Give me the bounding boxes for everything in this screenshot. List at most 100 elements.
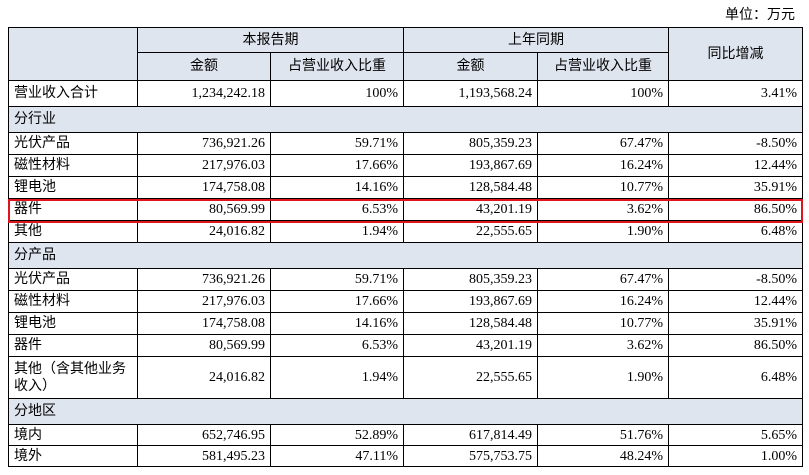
header-cell bbox=[8, 27, 138, 81]
value-cell: 217,976.03 bbox=[137, 290, 271, 313]
row-label: 光伏产品 bbox=[8, 268, 138, 291]
table-row: 锂电池 174,758.08 14.16% 128,584.48 10.77% 35.91… bbox=[8, 176, 803, 199]
value-cell: 128,584.48 bbox=[403, 176, 538, 199]
value-cell: 16.24% bbox=[537, 154, 669, 177]
value-cell: 59.71% bbox=[270, 268, 404, 291]
row-label: 锂电池 bbox=[8, 176, 138, 199]
header-cell: 占营业收入比重 bbox=[270, 52, 404, 81]
row-label: 境内 bbox=[8, 424, 138, 446]
table-row: 境外 581,495.23 47.11% 575,753.75 48.24% 1.00% bbox=[8, 445, 803, 467]
value-cell: 736,921.26 bbox=[137, 268, 271, 291]
value-cell: 59.71% bbox=[270, 132, 404, 155]
value-cell: 6.48% bbox=[668, 220, 803, 243]
value-cell: 1.94% bbox=[270, 356, 404, 399]
row-label: 磁性材料 bbox=[8, 154, 138, 177]
value-cell: 67.47% bbox=[537, 132, 669, 155]
value-cell: 217,976.03 bbox=[137, 154, 271, 177]
value-cell: 35.91% bbox=[668, 312, 803, 335]
value-cell: 6.53% bbox=[270, 198, 404, 221]
table-body: 本报告期 上年同期 同比增减 金额 占营业收入比重 金额 占营业收入比重 营业收… bbox=[8, 27, 803, 467]
table-row: 锂电池 174,758.08 14.16% 128,584.48 10.77% 35.91… bbox=[8, 312, 803, 335]
value-cell: 80,569.99 bbox=[137, 198, 271, 221]
table-row: 其他 24,016.82 1.94% 22,555.65 1.90% 6.48% bbox=[8, 220, 803, 243]
value-cell: 22,555.65 bbox=[403, 220, 538, 243]
value-cell: 581,495.23 bbox=[137, 445, 271, 467]
value-cell: 1,234,242.18 bbox=[137, 80, 271, 107]
table-row: 分行业 bbox=[8, 106, 803, 133]
value-cell: 80,569.99 bbox=[137, 334, 271, 357]
value-cell: 1.94% bbox=[270, 220, 404, 243]
value-cell: 86.50% bbox=[668, 198, 803, 221]
value-cell: 52.89% bbox=[270, 424, 404, 446]
value-cell: 575,753.75 bbox=[403, 445, 538, 467]
value-cell: 17.66% bbox=[270, 154, 404, 177]
value-cell: 193,867.69 bbox=[403, 154, 538, 177]
table-row: 分产品 bbox=[8, 242, 803, 269]
table-row: 器件 80,569.99 6.53% 43,201.19 3.62% 86.50% bbox=[8, 198, 803, 221]
value-cell: 3.62% bbox=[537, 334, 669, 357]
value-cell: 100% bbox=[537, 80, 669, 107]
value-cell: 1.90% bbox=[537, 220, 669, 243]
value-cell: 3.41% bbox=[668, 80, 803, 107]
table-row: 境内 652,746.95 52.89% 617,814.49 51.76% 5.65% bbox=[8, 424, 803, 446]
row-label: 磁性材料 bbox=[8, 290, 138, 313]
value-cell: 43,201.19 bbox=[403, 198, 538, 221]
table-row: 器件 80,569.99 6.53% 43,201.19 3.62% 86.50% bbox=[8, 334, 803, 357]
value-cell: 16.24% bbox=[537, 290, 669, 313]
value-cell: 24,016.82 bbox=[137, 220, 271, 243]
value-cell: 617,814.49 bbox=[403, 424, 538, 446]
value-cell: 1.00% bbox=[668, 445, 803, 467]
value-cell: 193,867.69 bbox=[403, 290, 538, 313]
unit-label: 单位：万元 bbox=[725, 8, 795, 23]
value-cell: 67.47% bbox=[537, 268, 669, 291]
table-row: 分地区 bbox=[8, 398, 803, 425]
value-cell: 12.44% bbox=[668, 154, 803, 177]
table-row: 磁性材料 217,976.03 17.66% 193,867.69 16.24% 12.4… bbox=[8, 154, 803, 177]
value-cell: 12.44% bbox=[668, 290, 803, 313]
value-cell: 3.62% bbox=[537, 198, 669, 221]
value-cell: 1.90% bbox=[537, 356, 669, 399]
value-cell: 128,584.48 bbox=[403, 312, 538, 335]
value-cell: 5.65% bbox=[668, 424, 803, 446]
value-cell: -8.50% bbox=[668, 132, 803, 155]
value-cell: 17.66% bbox=[270, 290, 404, 313]
table-row: 磁性材料 217,976.03 17.66% 193,867.69 16.24% 12.4… bbox=[8, 290, 803, 313]
value-cell: 6.48% bbox=[668, 356, 803, 399]
header-cell: 金额 bbox=[403, 52, 538, 81]
row-label: 其他 bbox=[8, 220, 138, 243]
value-cell: 51.76% bbox=[537, 424, 669, 446]
table-row: 其他（含其他业务收入） 24,016.82 1.94% 22,555.65 1.90% 6… bbox=[8, 356, 803, 399]
row-label: 锂电池 bbox=[8, 312, 138, 335]
value-cell: 14.16% bbox=[270, 312, 404, 335]
value-cell: -8.50% bbox=[668, 268, 803, 291]
row-label: 光伏产品 bbox=[8, 132, 138, 155]
table-row: 光伏产品 736,921.26 59.71% 805,359.23 67.47% -8.5… bbox=[8, 132, 803, 155]
table-row: 营业收入合计 1,234,242.18 100% 1,193,568.24 100% 3.… bbox=[8, 80, 803, 107]
header-cell: 同比增减 bbox=[668, 27, 803, 81]
value-cell: 805,359.23 bbox=[403, 268, 538, 291]
value-cell: 1,193,568.24 bbox=[403, 80, 538, 107]
value-cell: 47.11% bbox=[270, 445, 404, 467]
value-cell: 35.91% bbox=[668, 176, 803, 199]
value-cell: 86.50% bbox=[668, 334, 803, 357]
value-cell: 43,201.19 bbox=[403, 334, 538, 357]
value-cell: 10.77% bbox=[537, 312, 669, 335]
value-cell: 48.24% bbox=[537, 445, 669, 467]
header-row: 金额 占营业收入比重 金额 占营业收入比重 bbox=[9, 52, 803, 81]
row-label: 器件 bbox=[8, 334, 138, 357]
row-label: 其他（含其他业务收入） bbox=[8, 356, 138, 399]
header-cell: 占营业收入比重 bbox=[537, 52, 669, 81]
row-label: 器件 bbox=[8, 198, 138, 221]
table: 本报告期 上年同期 同比增减 金额 占营业收入比重 金额 占营业收入比重 营业收… bbox=[8, 27, 803, 467]
table-row: 光伏产品 736,921.26 59.71% 805,359.23 67.47% -8.5… bbox=[8, 268, 803, 291]
value-cell: 174,758.08 bbox=[137, 312, 271, 335]
value-cell: 805,359.23 bbox=[403, 132, 538, 155]
header-cell: 金额 bbox=[137, 52, 271, 81]
row-label: 营业收入合计 bbox=[8, 80, 138, 107]
header-row: 本报告期 上年同期 同比增减 bbox=[8, 27, 803, 81]
header-cell: 本报告期 bbox=[137, 27, 404, 53]
section-cell: 分地区 bbox=[8, 398, 803, 425]
value-cell: 10.77% bbox=[537, 176, 669, 199]
header-cell: 上年同期 bbox=[403, 27, 669, 53]
section-cell: 分产品 bbox=[8, 242, 803, 269]
